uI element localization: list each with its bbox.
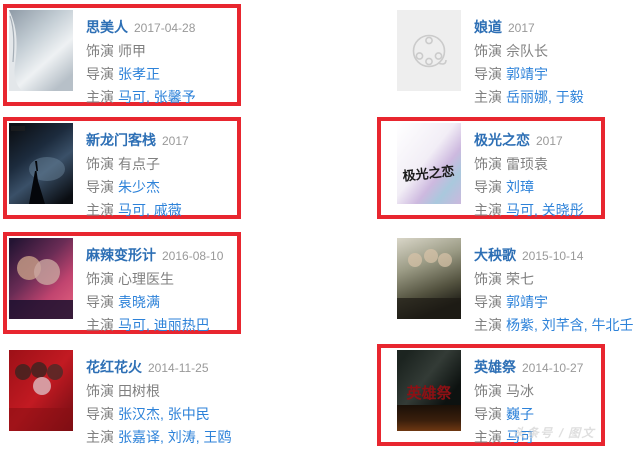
svg-text:英雄祭: 英雄祭 (406, 384, 452, 402)
